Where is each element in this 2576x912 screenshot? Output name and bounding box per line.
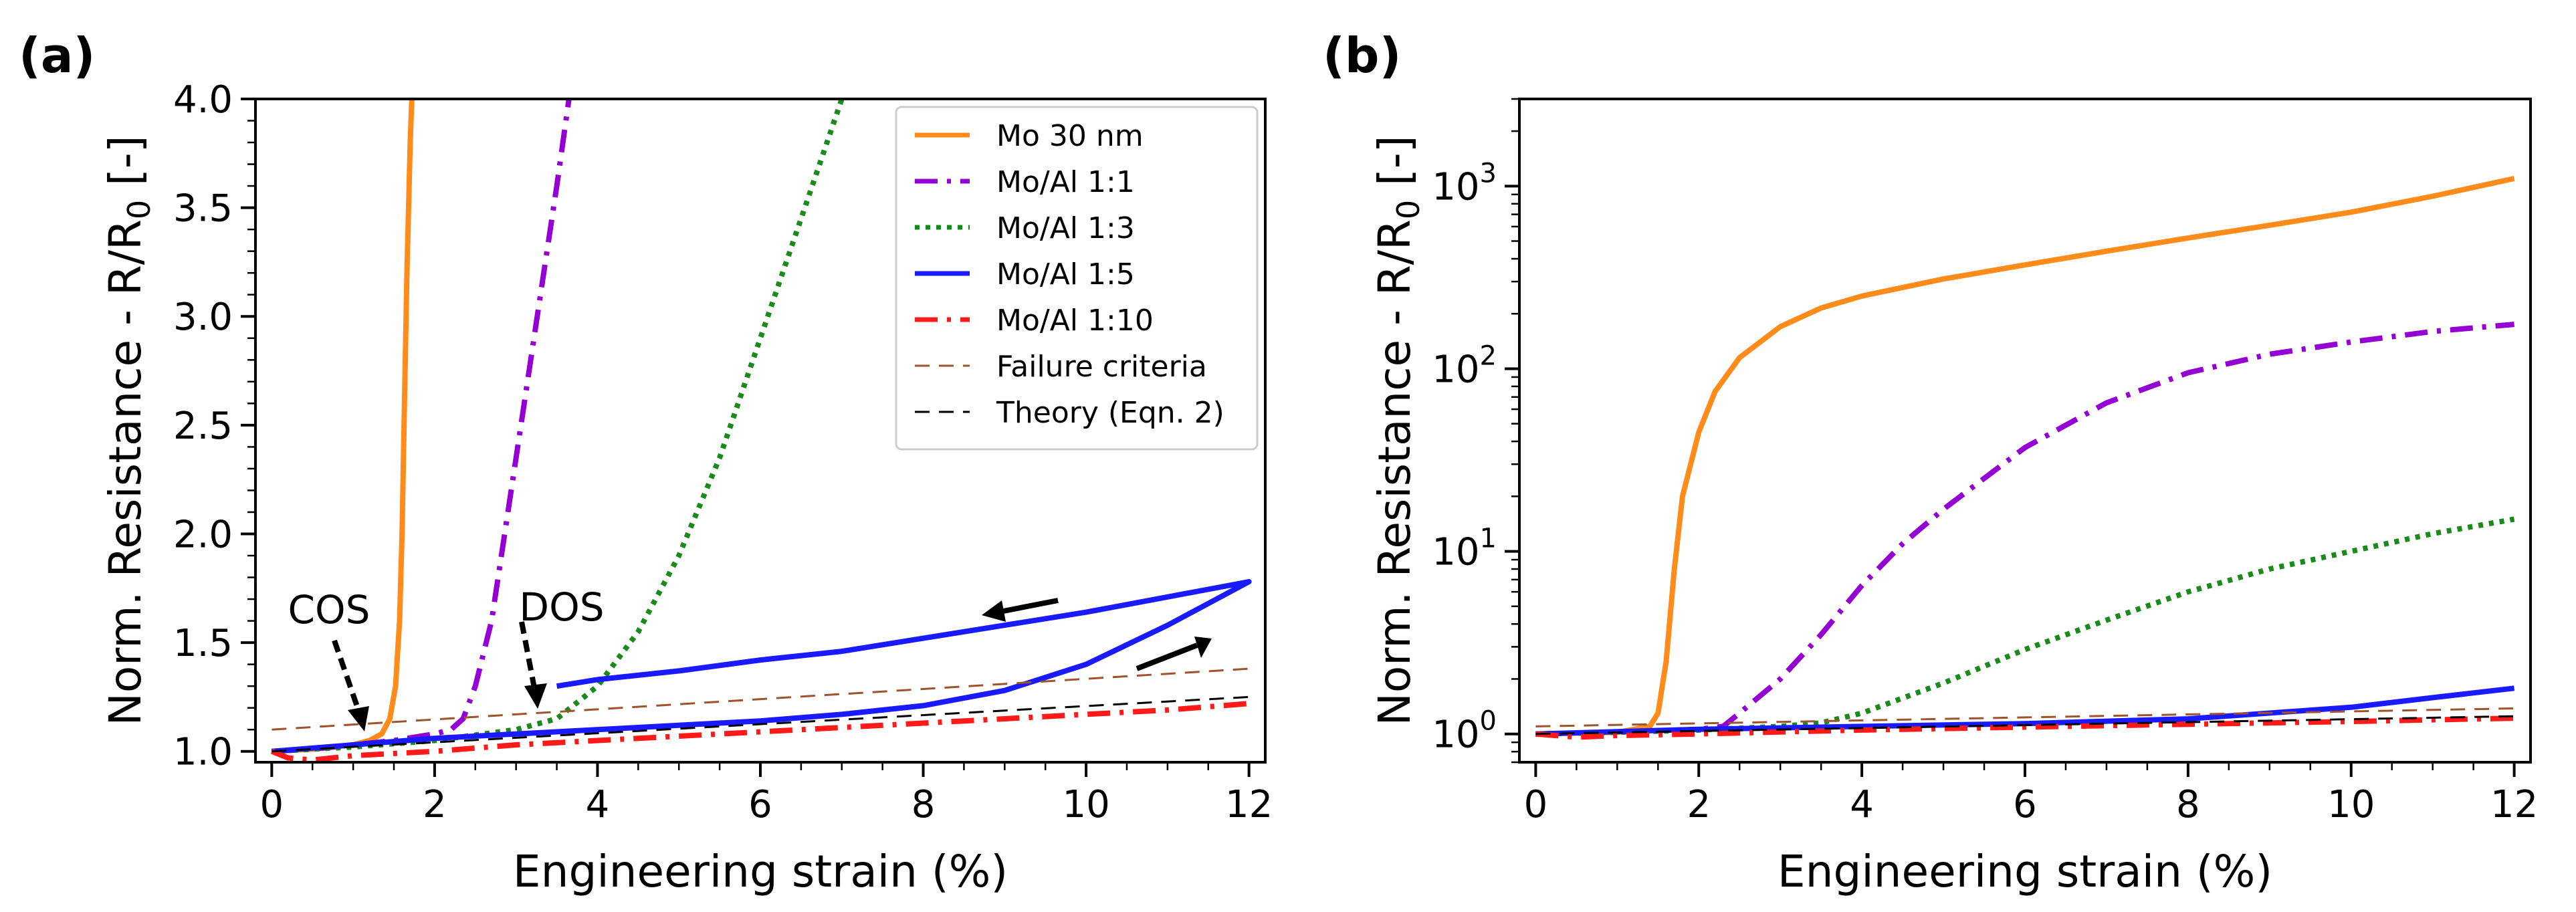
x-tick-label: 8	[911, 783, 936, 826]
series-line-mo-al-1-10	[270, 701, 1249, 762]
annotation-arrows	[332, 598, 1212, 731]
series-line-failure-criteria	[272, 667, 1249, 731]
series-line-mo-al-1-1	[1535, 322, 2514, 737]
panel-b-axes-frame	[1518, 98, 2532, 764]
series-line-mo-al-1-3	[1535, 516, 2515, 737]
legend-entry-label: Mo/Al 1:5	[996, 257, 1135, 292]
series-line-mo-30-nm	[272, 99, 415, 754]
panel-a-x-axis-label: Engineering strain (%)	[513, 846, 1008, 897]
panel-b-x-axis-label: Engineering strain (%)	[1778, 846, 2272, 897]
panel-b: (b) 0 2 4 6 8 10 12 100 101 102 103 Engineering st…	[1323, 27, 2538, 897]
load-arrow	[1136, 643, 1198, 671]
y-tick-label: 2.5	[173, 405, 233, 448]
load-arrowhead	[1194, 637, 1212, 658]
x-tick-label: 8	[2176, 783, 2200, 826]
series-line-failure-criteria	[1535, 707, 2514, 727]
legend-entry-label: Failure criteria	[996, 350, 1207, 384]
panel-b-plot-area	[1535, 176, 2515, 740]
y-tick-label: 1.0	[173, 731, 233, 774]
y-tick-label: 101	[1432, 524, 1497, 574]
legend-entry-label: Mo/Al 1:10	[996, 304, 1154, 338]
annotation-dos: DOS	[519, 584, 604, 630]
x-tick-label: 2	[423, 783, 447, 826]
cos-arrow	[332, 639, 362, 715]
legend-entry-label: Theory (Eqn. 2)	[996, 396, 1224, 430]
series-line-theory-eqn-2-	[272, 695, 1249, 753]
series-line-mo-al-1-5	[272, 579, 1252, 754]
series-line-mo-al-1-10	[1535, 715, 2514, 740]
cos-arrowhead	[348, 706, 369, 731]
x-tick-label: 10	[2327, 783, 2375, 826]
legend-entry-label: Mo/Al 1:3	[996, 211, 1135, 245]
y-tick-label: 102	[1432, 340, 1497, 391]
y-tick-label: 2.0	[173, 513, 233, 556]
x-tick-label: 6	[2013, 783, 2037, 826]
x-tick-label: 2	[1687, 783, 1711, 826]
x-tick-label: 10	[1062, 783, 1109, 826]
y-tick-label: 4.0	[173, 78, 233, 122]
panel-a: (a) 0 2 4 6 8 10 12 1.0 1.5 2.0 2.5 3.0 3.5 4.0 Engin…	[19, 27, 1273, 897]
annotation-cos: COS	[288, 587, 370, 633]
y-tick-label: 3.0	[173, 296, 233, 339]
dos-arrow	[519, 621, 538, 692]
x-tick-label: 6	[748, 783, 772, 826]
panel-a-y-axis-label: Norm. Resistance - R/R0 [-]	[100, 136, 157, 726]
y-tick-label: 3.5	[173, 187, 233, 231]
legend-entry-label: Mo/Al 1:1	[996, 165, 1135, 199]
series-line-mo-30-nm	[1535, 176, 2515, 737]
legend: Mo 30 nm Mo/Al 1:1 Mo/Al 1:3 Mo/Al 1:5 Mo/Al…	[895, 106, 1259, 451]
series-line-mo-al-1-5	[1535, 685, 2515, 737]
legend-box	[895, 106, 1259, 451]
y-tick-label: 103	[1432, 158, 1497, 209]
panel-b-label: (b)	[1323, 27, 1401, 84]
legend-entry-label: Mo 30 nm	[996, 119, 1144, 153]
panel-a-plot-area	[270, 99, 1252, 762]
x-tick-label: 12	[1225, 783, 1273, 826]
x-tick-label: 12	[2490, 783, 2538, 826]
panel-a-label: (a)	[19, 27, 95, 84]
series-line-mo-al-1-1	[272, 99, 572, 754]
panel-b-ticks: 0 2 4 6 8 10 12 100 101 102 103	[1432, 98, 2538, 826]
unload-arrowhead	[982, 600, 1006, 622]
x-tick-label: 0	[260, 783, 284, 826]
x-tick-label: 4	[586, 783, 610, 826]
panel-a-axes-frame	[254, 98, 1267, 764]
panel-b-y-axis-label: Norm. Resistance - R/R0 [-]	[1369, 136, 1426, 726]
y-tick-label: 1.5	[173, 622, 233, 665]
dos-arrowhead	[524, 683, 547, 709]
panel-a-ticks: 0 2 4 6 8 10 12 1.0 1.5 2.0 2.5 3.0 3.5 4.0	[173, 78, 1273, 826]
y-tick-label: 100	[1432, 706, 1497, 757]
x-tick-label: 4	[1850, 783, 1874, 826]
x-tick-label: 0	[1524, 783, 1548, 826]
unload-arrow	[996, 598, 1059, 615]
series-line-theory-eqn-2-	[1535, 715, 2514, 735]
